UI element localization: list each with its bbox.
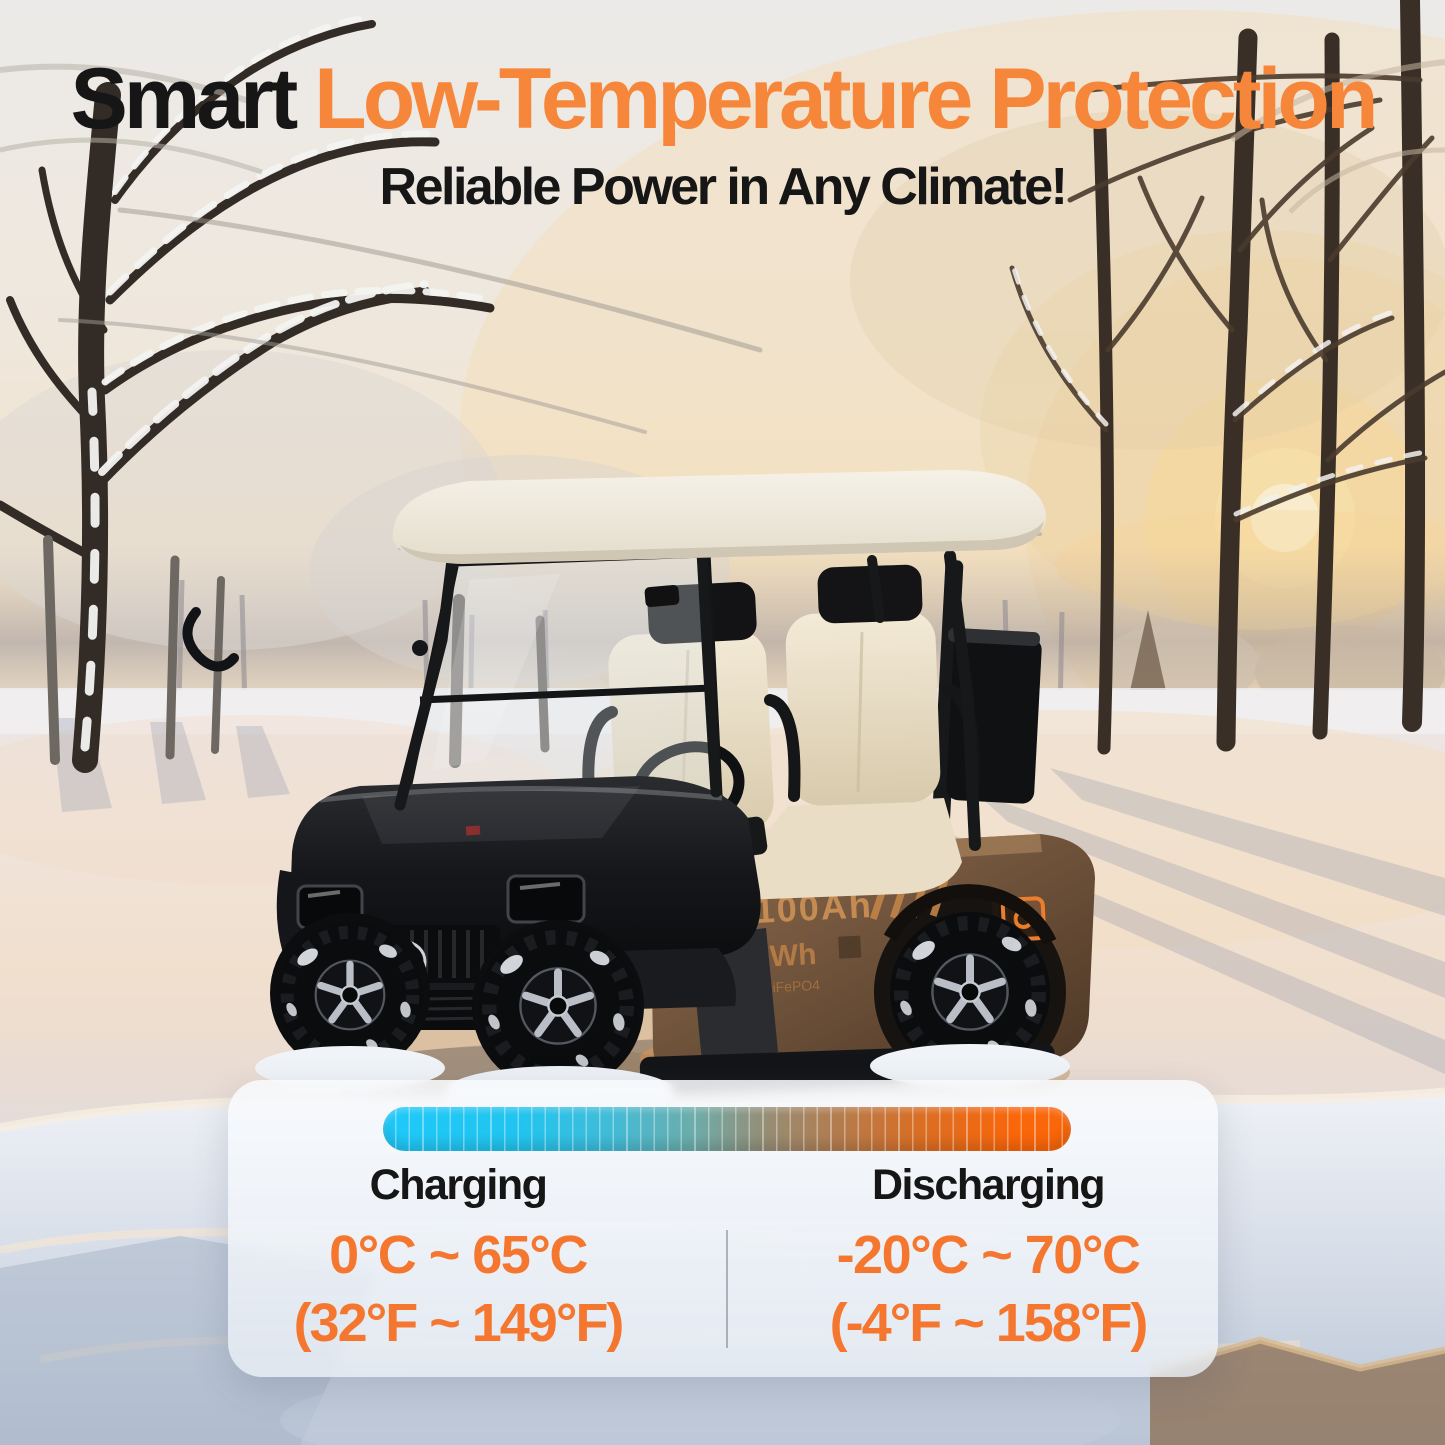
cart-roof bbox=[392, 470, 1047, 562]
discharging-fahrenheit-range: (-4°F ~ 158°F) bbox=[829, 1293, 1149, 1353]
title-orange-part: Low-Temperature Protection bbox=[294, 51, 1378, 147]
golf-cart: 48V 100Ah ● 5120Wh Golf Cart LiFePO4 bbox=[270, 470, 1095, 1093]
panel-divider bbox=[726, 1230, 728, 1348]
discharging-label: Discharging bbox=[872, 1161, 1106, 1209]
temperature-panel: Charging 0°C ~ 65°C (32°F ~ 149°F) Disch… bbox=[228, 1080, 1218, 1377]
page-subtitle: Reliable Power in Any Climate! bbox=[379, 158, 1068, 217]
roof-posts bbox=[392, 470, 1047, 851]
trees-right bbox=[1009, 0, 1445, 755]
discharging-celsius-range: -20°C ~ 70°C bbox=[836, 1225, 1141, 1285]
title-black-part: Smart bbox=[70, 51, 299, 147]
temperature-gradient-bar bbox=[383, 1107, 1071, 1151]
wheels bbox=[270, 884, 1050, 1092]
front-right-wheel bbox=[478, 926, 638, 1086]
charging-label: Charging bbox=[369, 1161, 548, 1209]
discharging-column: Discharging -20°C ~ 70°C (-4°F ~ 158°F) bbox=[758, 1158, 1218, 1356]
charging-fahrenheit-range: (32°F ~ 149°F) bbox=[293, 1293, 625, 1353]
charging-celsius-range: 0°C ~ 65°C bbox=[329, 1225, 588, 1285]
page-title: Smart Low-Temperature Protection bbox=[0, 48, 1445, 151]
battery-chemistry-text: LiFePO4 bbox=[764, 977, 820, 996]
side-mirror-icon bbox=[644, 584, 680, 608]
header: Smart Low-Temperature Protection Reliabl… bbox=[0, 48, 1445, 217]
charging-column: Charging 0°C ~ 65°C (32°F ~ 149°F) bbox=[228, 1158, 688, 1356]
headlight-right-icon bbox=[506, 874, 586, 924]
windshield bbox=[396, 548, 723, 817]
top-branches bbox=[0, 59, 1445, 214]
trees-left bbox=[0, 13, 763, 773]
